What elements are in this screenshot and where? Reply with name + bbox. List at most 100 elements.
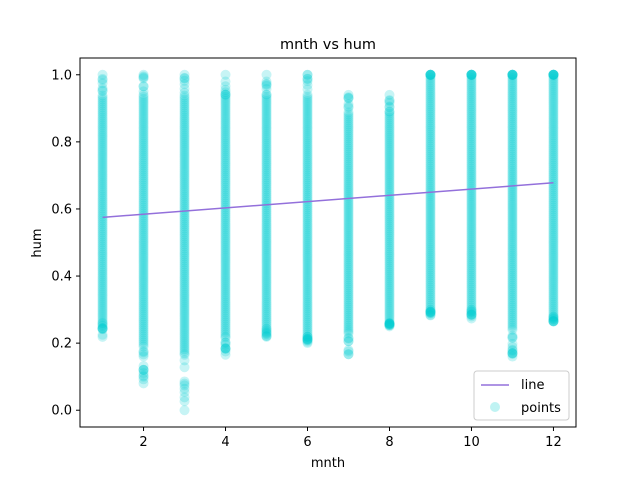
data-point [343,199,354,210]
data-point [343,248,354,259]
data-point [548,212,559,223]
data-point [220,323,231,334]
data-point [425,262,436,273]
data-point [220,198,231,209]
data-point [507,127,518,138]
data-point [507,145,518,156]
data-point [384,150,395,161]
x-tick-label: 2 [139,435,147,450]
data-point [343,222,354,233]
data-point [384,311,395,322]
data-point [384,209,395,220]
data-point [384,318,395,329]
data-point [138,277,149,288]
data-point [425,127,436,138]
data-point [261,238,272,249]
data-point [261,97,272,108]
data-point [466,191,477,202]
data-point [425,69,436,80]
data-point [138,341,149,352]
data-point [343,171,354,182]
data-point [220,148,231,159]
data-point [261,168,272,179]
data-point [179,245,190,256]
data-point [548,297,559,308]
data-point [261,291,272,302]
data-point [97,247,108,258]
data-point [97,156,108,167]
data-point [261,208,272,219]
data-point [97,329,108,340]
data-point [179,173,190,184]
data-point [425,290,436,301]
data-point [261,326,272,337]
data-point [179,92,190,103]
data-point [97,253,108,264]
data-point [179,344,190,355]
data-point [220,343,231,354]
data-point [179,313,190,324]
data-point [548,234,559,245]
data-point [261,182,272,193]
data-point [220,168,231,179]
data-point [548,254,559,265]
data-point [302,295,313,306]
data-point [343,324,354,335]
data-point [302,338,313,349]
data-point [138,329,149,340]
data-point [466,234,477,245]
data-point [466,69,477,80]
data-point [384,114,395,125]
data-point [179,199,190,210]
data-point [97,189,108,200]
data-point [302,118,313,129]
data-point [343,252,354,263]
data-point [384,319,395,330]
data-point [261,299,272,310]
data-point [97,191,108,202]
data-point [507,238,518,249]
data-point [138,126,149,137]
data-point [425,236,436,247]
data-point [179,181,190,192]
data-point [138,112,149,123]
data-point [138,260,149,271]
data-point [343,250,354,261]
data-point [548,152,559,163]
data-point [97,303,108,314]
data-point [179,247,190,258]
data-point [425,212,436,223]
data-point [384,154,395,165]
data-point [384,116,395,127]
data-point [138,95,149,106]
data-point [97,195,108,206]
data-point [261,210,272,221]
data-point [507,87,518,98]
data-point [548,116,559,127]
data-point [220,182,231,193]
data-point [261,228,272,239]
data-point [466,306,477,317]
data-point [384,247,395,258]
data-point [220,214,231,225]
data-point [220,285,231,296]
data-point [343,278,354,289]
data-point [507,240,518,251]
data-point [97,245,108,256]
data-point [302,309,313,320]
data-point [138,81,149,92]
data-point [466,73,477,84]
data-point [507,71,518,82]
data-point [261,130,272,141]
data-point [261,218,272,229]
data-point [261,124,272,135]
data-point [384,201,395,212]
data-point [507,155,518,166]
data-point [220,327,231,338]
data-point [138,122,149,133]
data-point [548,200,559,211]
data-point [425,155,436,166]
data-point [179,104,190,115]
data-point [425,310,436,321]
data-point [179,201,190,212]
